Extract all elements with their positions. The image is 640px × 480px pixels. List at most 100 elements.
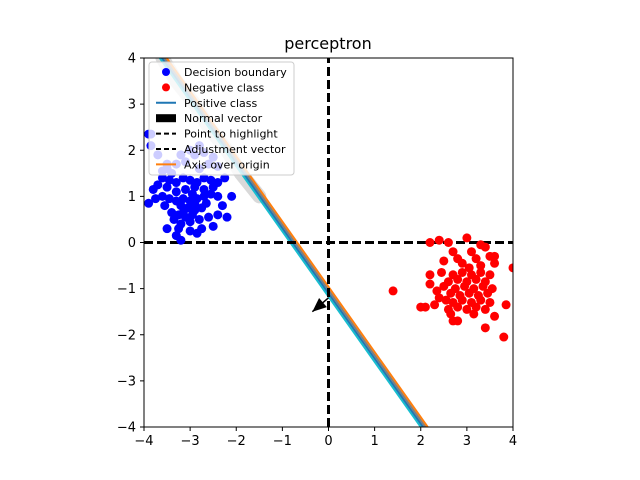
- point-series0-58: [204, 212, 214, 222]
- point-series0-27: [208, 182, 218, 192]
- legend-handle-1: [162, 83, 170, 92]
- arrow-layer: [311, 297, 329, 313]
- point-series0-32: [162, 182, 172, 192]
- point-series1-16: [425, 270, 435, 280]
- point-series0-24: [206, 175, 216, 185]
- point-series1-49: [471, 302, 481, 312]
- point-series0-19: [171, 178, 181, 188]
- point-series1-26: [471, 274, 481, 284]
- point-series1-17: [437, 267, 447, 277]
- legend-label-2: Positive class: [184, 97, 257, 110]
- point-series1-22: [485, 270, 495, 280]
- point-series0-63: [185, 226, 195, 236]
- point-series1-3: [462, 233, 472, 243]
- point-series0-59: [213, 210, 223, 220]
- legend-handle-3: [156, 114, 176, 123]
- point-series0-23: [199, 173, 209, 183]
- y-tick-label-6: 2: [128, 144, 136, 159]
- y-tick-label-0: −4: [117, 421, 136, 436]
- point-series0-37: [157, 191, 167, 201]
- x-axis: −4 −3 −2 −1 0 1 2 3 4: [134, 427, 517, 449]
- point-series1-58: [480, 323, 490, 333]
- point-series0-69: [167, 208, 177, 218]
- point-series1-52: [430, 300, 440, 310]
- point-series1-0: [425, 238, 435, 247]
- point-series1-12: [490, 258, 500, 268]
- y-tick-label-4: 0: [128, 236, 136, 251]
- point-series1-14: [476, 261, 486, 271]
- point-series1-11: [439, 256, 449, 266]
- point-series1-41: [441, 295, 451, 305]
- point-series0-56: [185, 217, 195, 227]
- legend-label-0: Decision boundary: [184, 66, 287, 79]
- y-tick-label-8: 4: [128, 52, 136, 67]
- point-series0-40: [178, 194, 188, 204]
- arrow-head: [312, 298, 327, 312]
- point-series1-47: [453, 302, 463, 312]
- point-series0-70: [160, 201, 170, 211]
- point-series0-36: [151, 194, 161, 204]
- y-axis: −4 −3 −2 −1 0 1 2 3 4: [117, 52, 144, 436]
- point-series1-46: [485, 297, 495, 307]
- point-series0-60: [222, 212, 232, 222]
- x-tick-label-7: 3: [463, 434, 471, 449]
- point-series0-43: [199, 191, 209, 201]
- point-series1-61: [416, 302, 426, 312]
- point-series1-33: [478, 281, 488, 291]
- point-series1-24: [453, 274, 463, 284]
- point-series1-59: [499, 332, 509, 342]
- point-series1-48: [462, 304, 472, 314]
- point-series0-21: [185, 175, 195, 185]
- y-tick-label-7: 3: [128, 98, 136, 113]
- point-series0-68: [192, 228, 202, 238]
- point-series1-29: [439, 281, 449, 291]
- legend-label-1: Negative class: [184, 81, 264, 94]
- legend: Decision boundary Negative class Positive …: [148, 61, 295, 176]
- point-series1-45: [476, 295, 486, 305]
- point-series0-29: [190, 182, 200, 192]
- point-series0-72: [217, 201, 227, 211]
- point-series1-40: [434, 293, 444, 303]
- legend-label-5: Adjustment vector: [184, 143, 286, 156]
- point-series1-57: [453, 316, 463, 326]
- point-series1-63: [432, 286, 442, 296]
- point-series0-57: [194, 214, 204, 224]
- point-series0-38: [164, 194, 174, 204]
- y-tick-label-5: 1: [128, 190, 136, 205]
- point-series0-28: [199, 184, 209, 194]
- x-tick-label-3: −1: [273, 434, 292, 449]
- point-series1-2: [443, 238, 453, 247]
- point-series1-39: [483, 288, 493, 298]
- x-tick-label-4: 0: [324, 434, 332, 449]
- chart-title: perceptron: [284, 34, 371, 53]
- point-series0-67: [176, 235, 186, 245]
- point-series0-45: [213, 191, 223, 201]
- y-tick-label-1: −3: [117, 374, 136, 389]
- point-series0-75: [187, 189, 197, 199]
- point-series0-30: [181, 184, 191, 194]
- point-series1-21: [476, 267, 486, 277]
- x-tick-label-0: −4: [134, 434, 153, 449]
- point-series1-65: [446, 309, 456, 319]
- legend-handle-0: [162, 68, 170, 76]
- point-series0-77: [190, 198, 200, 208]
- point-series1-53: [501, 300, 511, 310]
- legend-box: [148, 61, 295, 176]
- point-series0-51: [187, 210, 197, 220]
- point-series0-20: [178, 173, 188, 183]
- y-tick-label-2: −2: [117, 328, 136, 343]
- x-tick-label-2: −2: [227, 434, 246, 449]
- point-series1-1: [434, 235, 444, 245]
- point-series1-50: [480, 304, 490, 314]
- x-tick-label-5: 1: [370, 434, 378, 449]
- legend-label-4: Point to highlight: [184, 128, 278, 141]
- point-series1-31: [460, 281, 470, 291]
- point-series1-37: [464, 288, 474, 298]
- point-series1-10: [471, 254, 481, 264]
- y-tick-label-3: −1: [117, 282, 136, 297]
- point-series0-46: [227, 191, 237, 201]
- point-series1-6: [448, 247, 458, 257]
- point-series1-15: [508, 263, 513, 273]
- point-series1-43: [457, 295, 467, 305]
